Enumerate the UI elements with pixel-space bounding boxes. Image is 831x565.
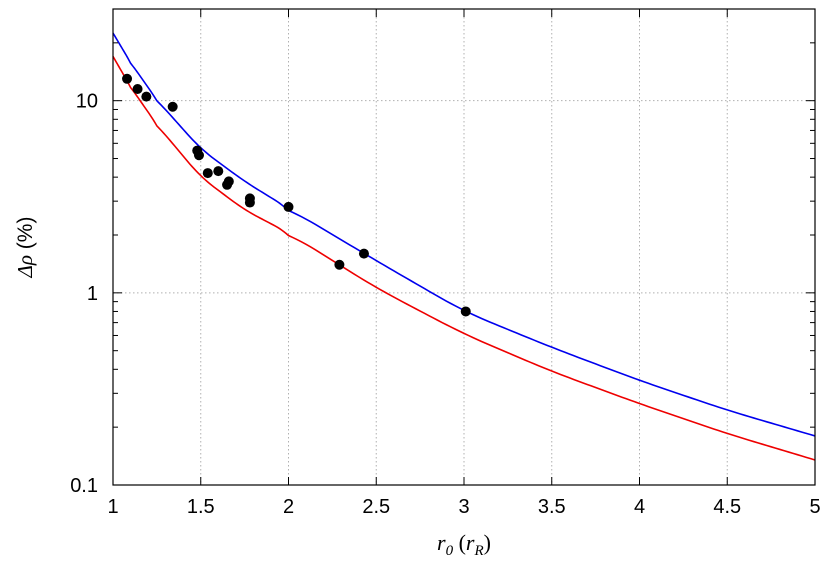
fit-curve-2 [112, 55, 816, 461]
data-point [334, 259, 345, 270]
x-axis-ticks: 1 1.5 2 2.5 3 3.5 4 4.5 5 [107, 9, 821, 518]
x-tick-label: 2 [283, 496, 294, 518]
grid [113, 9, 815, 485]
data-point [167, 101, 178, 112]
x-tick-label: 1 [107, 496, 118, 518]
y-tick-label: 1 [87, 283, 98, 305]
data-point [122, 73, 133, 84]
x-tick-label: 2.5 [362, 496, 390, 518]
data-point [132, 84, 143, 95]
y-axis-title: Δρ (%) [13, 217, 37, 279]
x-tick-label: 4.5 [713, 496, 741, 518]
y-tick-label: 0.1 [70, 475, 98, 497]
data-point [213, 166, 224, 177]
x-tick-label: 1.5 [187, 496, 215, 518]
data-point [141, 91, 152, 102]
y-axis-ticks: 0.1 1 10 [70, 8, 815, 497]
data-point [460, 306, 471, 317]
fit-curves [112, 32, 816, 461]
x-axis-title: r0 (rR) [437, 530, 491, 559]
x-tick-label: 3.5 [538, 496, 566, 518]
data-point [202, 168, 213, 179]
x-tick-label: 4 [634, 496, 645, 518]
fit-curve-1 [112, 32, 816, 437]
x-tick-label: 5 [809, 496, 820, 518]
data-point [244, 197, 255, 208]
data-point [358, 248, 369, 259]
x-tick-label: 3 [458, 496, 469, 518]
data-point [193, 150, 204, 161]
data-point [223, 176, 234, 187]
data-points [122, 73, 471, 317]
data-point [283, 201, 294, 212]
y-tick-label: 10 [76, 91, 98, 113]
